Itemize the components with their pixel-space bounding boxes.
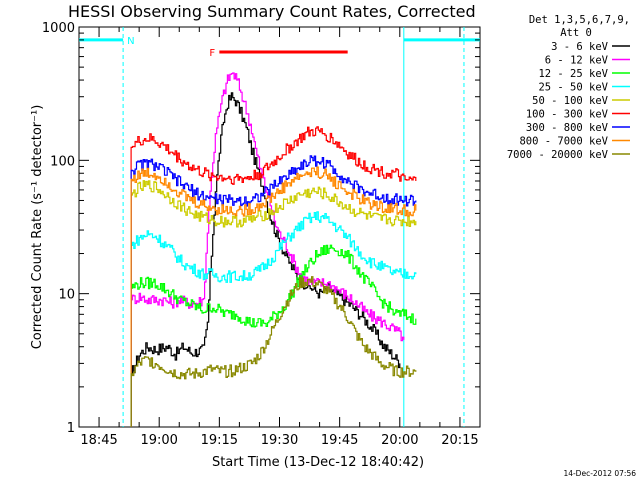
plot-frame: [78, 26, 481, 428]
legend-entry-label: 25 - 50 keV: [538, 82, 608, 94]
series-line: [130, 92, 401, 427]
y-tick-label: 1: [67, 421, 75, 436]
legend-entry-label: 6 - 12 keV: [545, 55, 609, 67]
series-line: [130, 155, 417, 427]
legend-entry-label: 7000 - 20000 keV: [507, 149, 609, 161]
series-line: [130, 244, 417, 427]
legend-header-line-1: Det 1,3,5,6,7,9,: [529, 14, 630, 26]
legend-entry-label: 100 - 300 keV: [526, 109, 609, 121]
legend-entry-label: 12 - 25 keV: [538, 68, 608, 80]
legend-header-line-2: Att 0: [560, 27, 592, 39]
legend-entry-label: 800 - 7000 keV: [519, 136, 608, 148]
y-tick-label: 1000: [42, 21, 75, 36]
y-tick-label: 100: [50, 154, 75, 169]
axes: 18:45 19:00 19:15 19:30 19:45 20:00 20:15 1 10 10…: [42, 21, 481, 448]
legend-entry-label: 50 - 100 keV: [532, 95, 609, 107]
y-axis-label: Corrected Count Rate (s⁻¹ detector⁻¹): [30, 105, 45, 350]
legend: Det 1,3,5,6,7,9, Att 0 3 - 6 keV 6 - 12 k…: [507, 14, 630, 161]
series-line: [130, 126, 417, 427]
series-line: [130, 211, 417, 427]
series-line: [130, 276, 417, 427]
legend-entry-label: 3 - 6 keV: [551, 41, 609, 53]
x-tick-label: 19:45: [321, 433, 358, 448]
x-tick-label: 20:00: [381, 433, 418, 448]
plot-area: [78, 26, 481, 428]
y-tick-label: 10: [58, 288, 75, 303]
series-line: [130, 166, 417, 427]
x-tick-label: 20:15: [441, 433, 478, 448]
x-tick-label: 19:00: [140, 433, 177, 448]
timestamp: 14-Dec-2012 07:56: [563, 469, 636, 478]
x-axis-label: Start Time (13-Dec-12 18:40:42): [212, 455, 424, 470]
legend-entry-label: 300 - 800 keV: [526, 122, 609, 134]
series-line: [130, 180, 417, 427]
annotations: NF: [79, 27, 480, 427]
x-tick-label: 19:30: [261, 433, 298, 448]
chart-title: HESSI Observing Summary Count Rates, Cor…: [68, 2, 476, 21]
x-tick-label: 18:45: [80, 433, 117, 448]
annotation-label: F: [209, 48, 215, 59]
series-layer: [130, 72, 417, 427]
annotation-label: N: [127, 36, 134, 47]
x-tick-label: 19:15: [201, 433, 238, 448]
